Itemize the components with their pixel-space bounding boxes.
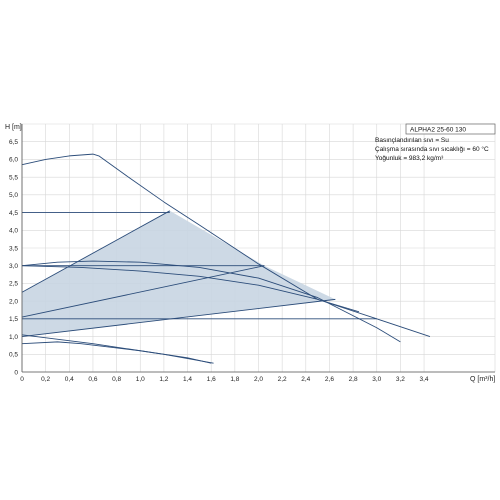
x-tick-label: 1,2 [159, 376, 168, 383]
y-tick-label: 3,0 [9, 263, 18, 270]
y-tick-label: 5,5 [9, 174, 18, 181]
x-axis-title: Q [m³/h] [470, 376, 495, 383]
y-axis-title: H [m] [5, 124, 22, 131]
axes [21, 124, 495, 373]
curve-line [21, 298, 336, 338]
info-box: ALPHA2 25-60 130 Basınçlandırılan sıvı =… [375, 123, 496, 162]
curve-line [21, 210, 171, 293]
x-tick-label: 2,8 [349, 376, 358, 383]
y-tick-label: 2,0 [9, 298, 18, 305]
x-tick-label: 0,4 [65, 376, 74, 383]
x-tick-label: 2,2 [278, 376, 287, 383]
y-tick-label: 4,5 [9, 210, 18, 217]
x-tick-label: 2,6 [325, 376, 334, 383]
curve-series [21, 153, 431, 364]
x-tick-label: 0,6 [88, 376, 97, 383]
y-tick-label: 6,5 [9, 139, 18, 146]
y-tick-label: 5,0 [9, 192, 18, 199]
operating-area [22, 210, 336, 337]
shaded-area [22, 210, 336, 337]
tick-labels: 0 0,2 0,4 0,6 0,8 1,0 1,2 1,4 1,6 1,8 2,0 2,2 2,4 2,6… [9, 139, 429, 383]
x-tick-label: 1,0 [136, 376, 145, 383]
curve-line [21, 260, 401, 343]
x-tick-label: 2,4 [301, 376, 310, 383]
y-tick-label: 2,5 [9, 281, 18, 288]
info-box-model: ALPHA2 25-60 130 [410, 127, 466, 134]
x-tick-label: 3,2 [396, 376, 405, 383]
x-tick-label: 1,4 [183, 376, 192, 383]
curve-line [21, 334, 214, 364]
x-tick-label: 3,0 [372, 376, 381, 383]
y-tick-label: 1,0 [9, 334, 18, 341]
curve-line [21, 265, 360, 313]
curve-line [21, 265, 265, 318]
y-tick-label: 3,5 [9, 245, 18, 252]
info-box-line: Basınçlandırılan sıvı = Su [375, 137, 449, 144]
info-box-line: Yoğunluk = 983,2 kg/m³ [375, 155, 444, 162]
info-box-line: Çalışma sırasında sıvı sıcaklığı = 60 °C [375, 145, 489, 153]
x-tick-label: 0 [20, 376, 24, 383]
info-box-frame [405, 123, 496, 135]
x-tick-label: 0,2 [41, 376, 50, 383]
y-tick-label: 6,0 [9, 157, 18, 164]
x-tick-label: 0,8 [112, 376, 121, 383]
x-tick-label: 1,8 [230, 376, 239, 383]
curve-line [21, 341, 212, 364]
y-tick-label: 0,5 [9, 352, 18, 359]
y-tick-label: 1,5 [9, 316, 18, 323]
x-tick-label: 2,0 [254, 376, 263, 383]
x-tick-label: 3,4 [420, 376, 429, 383]
y-tick-label: 0 [14, 369, 18, 376]
x-tick-label: 1,6 [207, 376, 216, 383]
y-tick-label: 4,0 [9, 228, 18, 235]
